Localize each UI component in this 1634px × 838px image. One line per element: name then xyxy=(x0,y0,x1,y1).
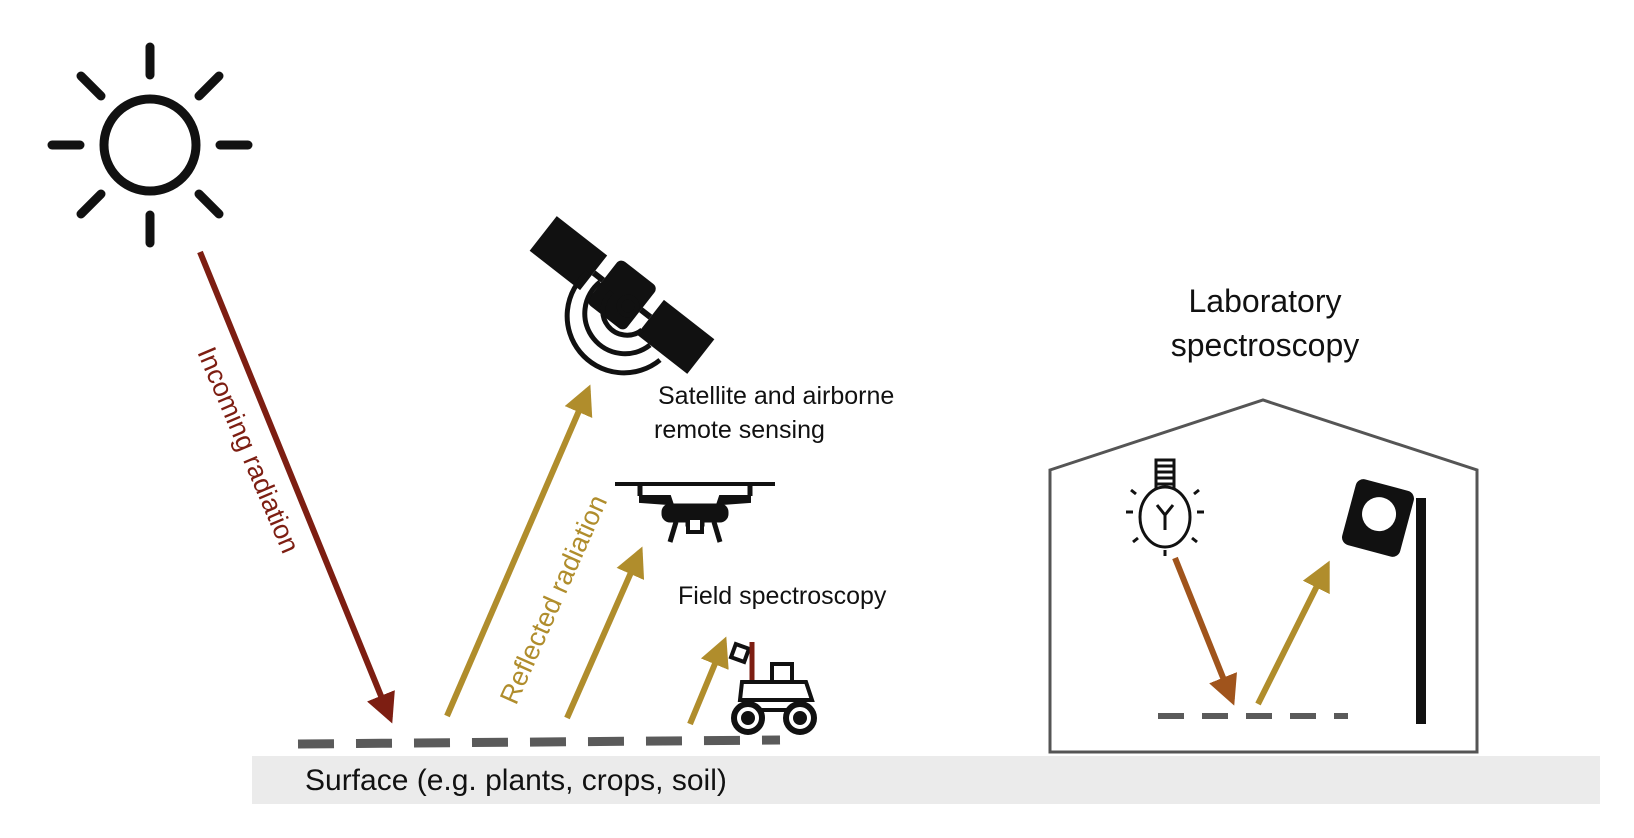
satellite-icon xyxy=(529,216,715,374)
reflected-arrow-drone xyxy=(564,546,645,720)
reflected-arrow-satellite xyxy=(444,384,593,718)
sun-icon xyxy=(47,42,253,248)
light-bulb-icon xyxy=(1126,458,1204,556)
satellite-label-line2: remote sensing xyxy=(654,416,825,444)
lab-reflected-arrow xyxy=(1255,560,1330,706)
satellite-label-line1: Satellite and airborne xyxy=(658,382,894,410)
surface-band xyxy=(252,756,1600,804)
lab-incoming-arrow xyxy=(1172,556,1237,706)
lab-label-line2: spectroscopy xyxy=(1171,327,1360,363)
rover-icon xyxy=(728,641,817,735)
reflected-arrow-field xyxy=(687,636,729,726)
field-surface-dashes xyxy=(297,735,781,749)
surface-label: Surface (e.g. plants, crops, soil) xyxy=(305,764,727,797)
reflected-radiation-label: Reflected radiation xyxy=(494,491,613,709)
field-spectroscopy-label: Field spectroscopy xyxy=(678,582,887,610)
satellite-signal-icon xyxy=(564,270,662,376)
spectrometer-icon xyxy=(1342,479,1426,724)
lab-label-line1: Laboratory xyxy=(1189,283,1342,319)
incoming-radiation-arrow xyxy=(197,250,395,724)
drone-icon xyxy=(615,482,775,543)
